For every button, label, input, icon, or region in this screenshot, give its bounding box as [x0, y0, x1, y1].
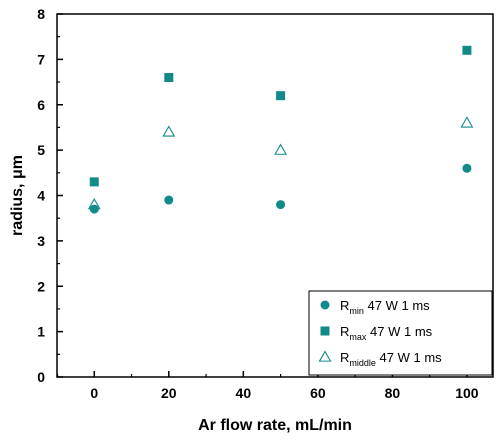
legend: Rmin 47 W 1 ms Rmax 47 W 1 ms Rmiddle 47 W…: [308, 290, 493, 376]
data-point-series-2: [89, 177, 99, 187]
data-point-series-1: [462, 163, 472, 173]
axes: 0 20 40 60 80 100 0 1 2 3 4 5 6 7 8: [37, 6, 494, 401]
x-axis-label: Ar flow rate, mL/min: [198, 417, 352, 434]
legend-marker: [320, 300, 330, 310]
data-point-series-1: [164, 195, 174, 205]
data-point-series-1: [276, 200, 286, 210]
x-tick-label: 100: [455, 385, 479, 401]
data-point-series-3: [460, 116, 474, 128]
y-tick-label: 1: [37, 324, 45, 340]
legend-marker: [318, 350, 332, 362]
data-point-series-2: [164, 73, 174, 83]
x-tick-label: 80: [385, 385, 401, 401]
x-tick-label: 40: [236, 385, 252, 401]
legend-entry: Rmin 47 W 1 ms: [340, 298, 430, 316]
y-tick-label: 3: [37, 233, 45, 249]
y-axis-label: radius, μm: [9, 155, 26, 236]
data-point-series-3: [162, 125, 176, 137]
data-points: [87, 45, 474, 214]
data-point-series-2: [276, 91, 286, 101]
x-tick-label: 20: [161, 385, 177, 401]
y-tick-label: 0: [37, 369, 45, 385]
y-tick-label: 5: [37, 142, 45, 158]
y-tick-label: 2: [37, 278, 45, 294]
data-point-series-2: [462, 45, 472, 55]
y-tick-label: 8: [37, 6, 45, 22]
legend-entry: Rmiddle 47 W 1 ms: [340, 350, 442, 368]
legend-box: [308, 290, 493, 376]
x-tick-label: 60: [310, 385, 326, 401]
data-point-series-3: [274, 143, 288, 155]
legend-entry: Rmax 47 W 1 ms: [340, 324, 433, 342]
legend-marker: [320, 326, 330, 336]
data-point-series-3: [87, 197, 101, 210]
x-tick-label: 0: [90, 385, 98, 401]
y-tick-label: 4: [37, 188, 45, 204]
y-tick-label: 7: [37, 51, 45, 67]
y-tick-label: 6: [37, 97, 45, 113]
